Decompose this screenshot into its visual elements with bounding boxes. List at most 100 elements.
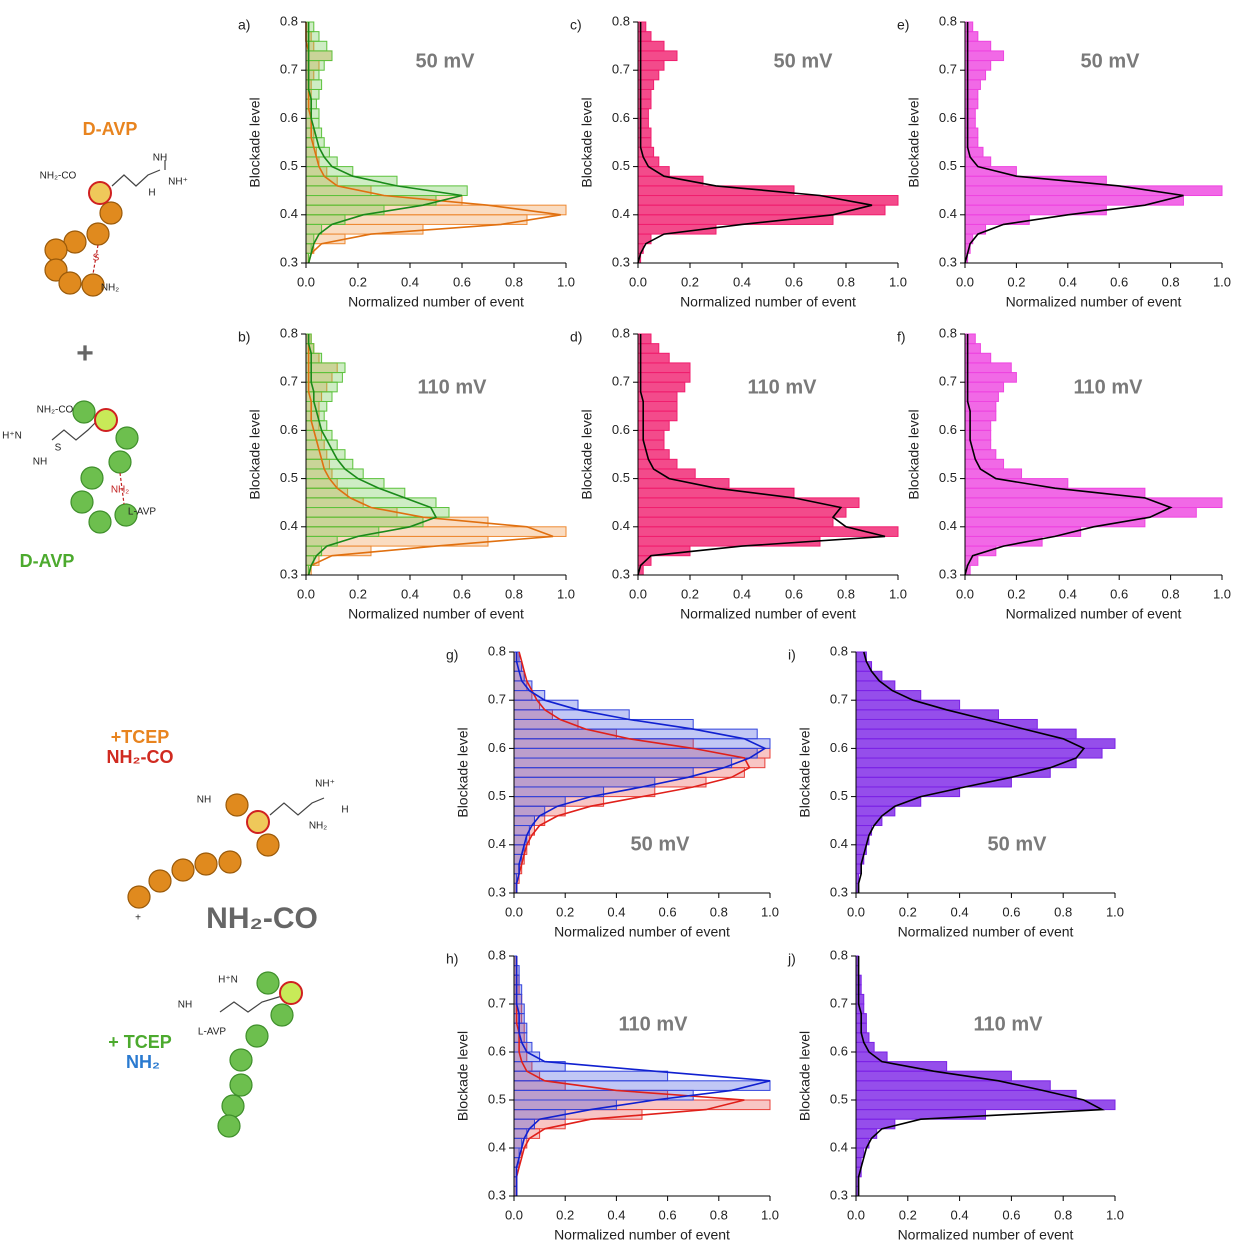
y-tick-label: 0.8 [488, 947, 506, 962]
x-tick-label: 0.6 [453, 586, 471, 601]
residue [194, 852, 218, 876]
residue [108, 450, 132, 474]
y-tick-label: 0.7 [939, 374, 957, 389]
residue [115, 426, 139, 450]
residue [229, 1048, 253, 1072]
y-axis-label: Blockade level [455, 727, 471, 817]
bar [964, 185, 1223, 197]
bar [637, 352, 670, 364]
panel: 0.3 0.4 0.5 0.6 0.7 0.8 0.0 0.2 0.4 0.6 0.8 1.0 Norm… [897, 325, 1231, 621]
diagram-label: NH [197, 795, 211, 806]
bar [855, 1089, 1077, 1101]
x-tick-label: 0.0 [847, 1207, 865, 1222]
y-tick-label: 0.7 [488, 692, 506, 707]
fit-line [307, 334, 438, 576]
panel: 0.3 0.4 0.5 0.6 0.7 0.8 0.0 0.2 0.4 0.6 0.8 1.0 Norm… [446, 643, 779, 939]
bar [637, 117, 649, 129]
y-tick-label: 0.4 [280, 206, 298, 221]
bar [964, 50, 1005, 62]
y-tick-label: 0.3 [280, 566, 298, 581]
x-tick-label: 0.0 [956, 586, 974, 601]
annotation: 110 mV [418, 376, 488, 398]
molecules [44, 160, 325, 1138]
bar [637, 166, 670, 177]
y-tick-label: 0.4 [939, 206, 957, 221]
x-tick-label: 1.0 [557, 274, 575, 289]
diagram-label: NH₂-CO [37, 405, 74, 416]
bar [855, 1099, 1116, 1111]
fit-line [515, 652, 767, 893]
bar [305, 166, 354, 177]
y-tick-label: 0.7 [830, 692, 848, 707]
bar [513, 1137, 523, 1149]
residue [114, 503, 138, 527]
bar [637, 195, 899, 206]
panel-label: c) [570, 17, 582, 33]
y-tick-label: 0.3 [488, 1187, 506, 1202]
residue [99, 201, 123, 225]
y-tick-label: 0.8 [612, 13, 630, 28]
y-axis-label: Blockade level [797, 727, 813, 817]
x-tick-label: 0.4 [607, 904, 625, 919]
y-tick-label: 0.3 [830, 1187, 848, 1202]
x-tick-label: 0.0 [505, 1207, 523, 1222]
panel: 0.3 0.4 0.5 0.6 0.7 0.8 0.0 0.2 0.4 0.6 0.8 1.0 Norm… [570, 325, 907, 621]
panel: 0.3 0.4 0.5 0.6 0.7 0.8 0.0 0.2 0.4 0.6 0.8 1.0 Norm… [570, 13, 907, 309]
bar [637, 507, 847, 518]
y-tick-label: 0.8 [612, 325, 630, 340]
y-tick-label: 0.6 [830, 740, 848, 755]
diagram-label: NH₂-CO [206, 902, 318, 935]
bar [964, 429, 992, 441]
bond [269, 797, 325, 816]
x-tick-label: 0.8 [1162, 274, 1180, 289]
residue [58, 271, 82, 295]
panel-label: h) [446, 951, 458, 967]
y-axis-label: Blockade level [579, 409, 595, 499]
bar [637, 204, 886, 216]
annotation: 50 mV [1081, 50, 1141, 72]
y-tick-label: 0.7 [280, 374, 298, 389]
y-tick-label: 0.8 [939, 13, 957, 28]
residue [148, 869, 172, 893]
bar [964, 487, 1146, 499]
diagram-label: NH₂-CO [107, 747, 174, 767]
x-tick-label: 0.4 [1059, 586, 1077, 601]
diagram-label: + [76, 337, 94, 370]
diagram-label: L-AVP [128, 507, 156, 518]
annotation: 110 mV [619, 1013, 689, 1035]
y-tick-label: 0.5 [280, 470, 298, 485]
bar [513, 690, 546, 701]
panel: 0.3 0.4 0.5 0.6 0.7 0.8 0.0 0.2 0.4 0.6 0.8 1.0 Norm… [897, 13, 1231, 309]
bar [513, 984, 523, 995]
bar [637, 516, 834, 528]
x-tick-label: 0.2 [556, 1207, 574, 1222]
bar [855, 757, 1077, 769]
x-tick-label: 0.8 [1054, 904, 1072, 919]
y-tick-label: 0.8 [830, 947, 848, 962]
bar [637, 40, 665, 52]
annotation: 110 mV [748, 376, 818, 398]
panel-label: i) [788, 647, 796, 663]
x-tick-label: 0.8 [1162, 586, 1180, 601]
y-tick-label: 0.7 [488, 995, 506, 1010]
panel-label: j) [787, 951, 796, 967]
x-tick-label: 0.4 [951, 1207, 969, 1222]
y-tick-label: 0.3 [939, 566, 957, 581]
y-tick-label: 0.8 [488, 643, 506, 658]
y-axis-label: Blockade level [247, 97, 263, 187]
x-axis-label: Normalized number of event [1006, 606, 1182, 622]
bar [305, 429, 333, 441]
x-axis-label: Normalized number of event [680, 294, 856, 310]
x-tick-label: 0.8 [837, 274, 855, 289]
y-tick-label: 0.5 [612, 470, 630, 485]
bar [305, 137, 325, 148]
diagram-label: NH [153, 153, 167, 164]
bar [855, 1109, 986, 1120]
y-tick-label: 0.8 [280, 325, 298, 340]
residue [127, 885, 151, 909]
x-tick-label: 0.2 [899, 1207, 917, 1222]
bar [305, 516, 424, 528]
x-tick-label: 0.0 [629, 586, 647, 601]
bar [513, 805, 546, 817]
bar [964, 21, 974, 33]
